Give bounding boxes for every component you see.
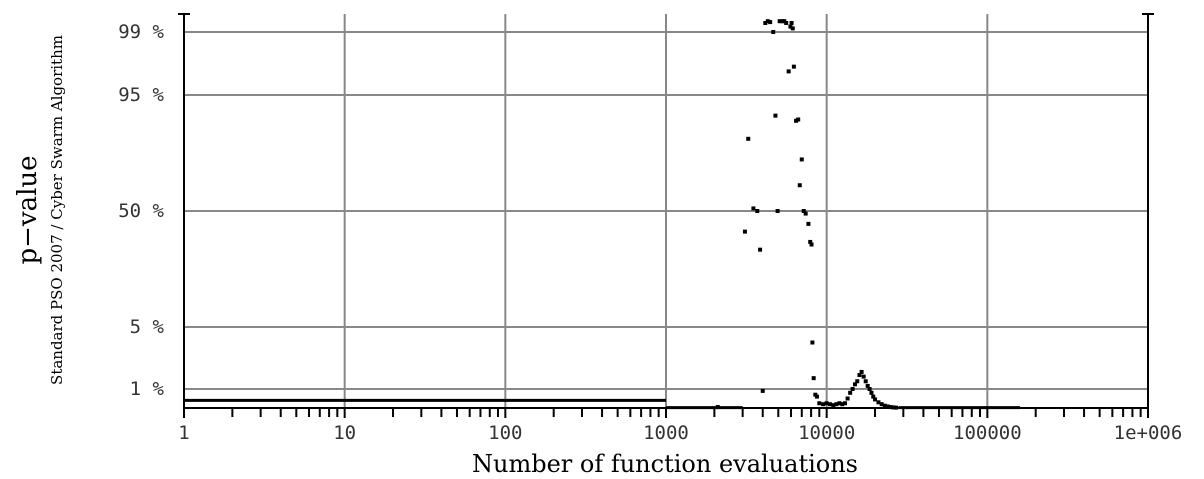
y-axis-title: p−value bbox=[13, 155, 43, 264]
x-tick-label: 1 bbox=[178, 422, 189, 444]
data-point bbox=[788, 24, 793, 29]
data-point bbox=[865, 383, 870, 388]
data-point bbox=[797, 183, 802, 188]
data-point bbox=[760, 388, 765, 393]
data-point bbox=[801, 209, 806, 213]
data-point bbox=[808, 239, 813, 244]
grid-layer bbox=[184, 14, 1148, 408]
data-point bbox=[834, 402, 839, 407]
data-point bbox=[852, 382, 857, 387]
tick-labels: 1 10 100 1000 10000 100000 1e+006 1 % 5 % 50 % 95 … bbox=[118, 21, 1182, 444]
y-tick-label: 50 % bbox=[118, 200, 164, 222]
data-point bbox=[715, 405, 720, 410]
data-point bbox=[755, 209, 760, 213]
data-point bbox=[817, 401, 822, 406]
data-point bbox=[768, 20, 773, 25]
data-point bbox=[842, 401, 847, 406]
data-point bbox=[831, 403, 836, 408]
y-tick-label: 5 % bbox=[130, 316, 165, 338]
data-point bbox=[882, 403, 887, 408]
data-point bbox=[794, 118, 799, 123]
data-point bbox=[763, 21, 768, 25]
data-point bbox=[796, 117, 801, 122]
data-point bbox=[771, 30, 776, 34]
data-point bbox=[848, 390, 853, 395]
data-point bbox=[869, 390, 874, 395]
data-point bbox=[840, 402, 845, 407]
data-point bbox=[765, 19, 770, 24]
data-point bbox=[775, 209, 780, 213]
y-tick-label: 1 % bbox=[130, 378, 165, 400]
data-point bbox=[758, 247, 763, 252]
y-tick-label: 99 % bbox=[118, 21, 164, 43]
data-point bbox=[790, 26, 795, 31]
data-point bbox=[746, 136, 751, 141]
data-point bbox=[888, 405, 893, 410]
data-point bbox=[828, 402, 833, 407]
data-point bbox=[867, 387, 872, 391]
data-point bbox=[850, 387, 855, 391]
data-point bbox=[799, 157, 804, 162]
x-tick-label: 10000 bbox=[798, 422, 855, 444]
data-point bbox=[806, 221, 811, 226]
data-point bbox=[861, 374, 866, 379]
x-axis-title: Number of function evaluations bbox=[472, 450, 858, 478]
data-point bbox=[791, 64, 796, 69]
data-marks bbox=[184, 19, 1021, 410]
data-point bbox=[789, 21, 794, 25]
data-point bbox=[845, 396, 850, 401]
y-tick-label: 95 % bbox=[118, 84, 164, 106]
data-point bbox=[885, 404, 890, 409]
data-point bbox=[879, 402, 884, 407]
x-tick-label: 1000 bbox=[643, 422, 689, 444]
data-point bbox=[876, 400, 881, 405]
x-tick-label: 100 bbox=[488, 422, 522, 444]
data-point bbox=[773, 113, 778, 118]
data-point bbox=[859, 369, 864, 374]
data-point bbox=[873, 397, 878, 402]
data-point bbox=[821, 402, 826, 407]
data-point bbox=[751, 206, 756, 211]
data-point bbox=[742, 229, 747, 234]
data-point bbox=[777, 19, 782, 24]
data-point bbox=[871, 394, 876, 399]
data-point bbox=[837, 401, 842, 406]
data-point bbox=[857, 373, 862, 378]
x-tick-label: 100000 bbox=[953, 422, 1022, 444]
x-tick-label: 1e+006 bbox=[1114, 422, 1183, 444]
data-point bbox=[814, 394, 819, 399]
y-axis-subtitle: Standard PSO 2007 / Cyber Swarm Algorith… bbox=[48, 35, 66, 385]
data-point bbox=[809, 242, 814, 247]
data-point bbox=[786, 69, 791, 74]
data-point bbox=[891, 405, 896, 410]
data-point bbox=[893, 405, 898, 410]
data-point bbox=[824, 401, 829, 406]
data-point bbox=[855, 379, 860, 384]
data-point bbox=[810, 340, 815, 345]
x-tick-label: 10 bbox=[333, 422, 356, 444]
data-point bbox=[811, 376, 816, 381]
data-point bbox=[863, 379, 868, 384]
data-point bbox=[803, 211, 808, 216]
data-point bbox=[784, 21, 789, 25]
